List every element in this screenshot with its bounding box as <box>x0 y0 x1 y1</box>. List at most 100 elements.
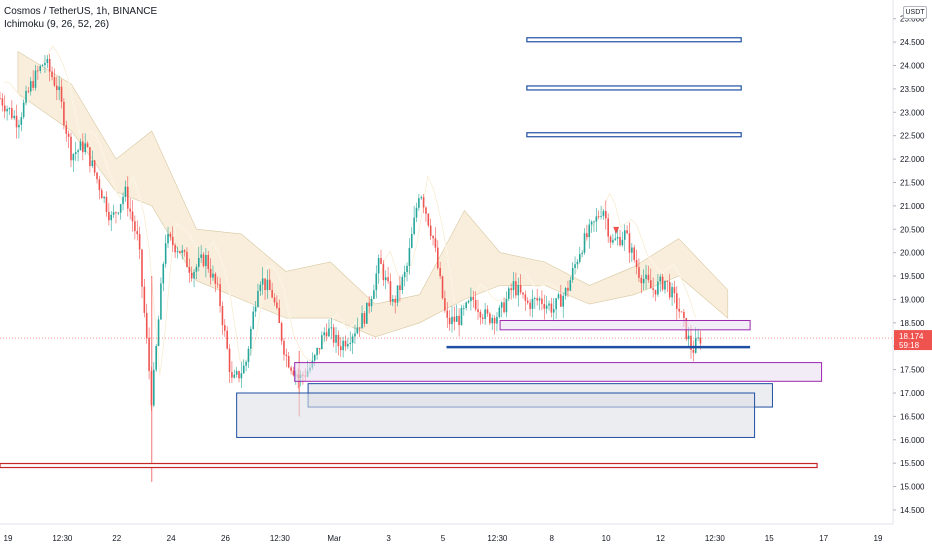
candle-body <box>453 316 456 322</box>
candle-body <box>422 197 425 208</box>
candle-body <box>399 285 401 291</box>
candle-body <box>578 254 581 262</box>
y-tick-label: 14.500 <box>900 506 925 515</box>
x-tick-label: 17 <box>819 534 828 543</box>
countdown-timer: 59:18 <box>899 341 920 350</box>
candle-body <box>216 283 219 285</box>
y-tick-label: 22.500 <box>900 132 925 141</box>
candle-body <box>164 243 167 264</box>
x-tick-label: 10 <box>602 534 611 543</box>
indicator-legend[interactable]: Ichimoku (9, 26, 52, 26) <box>4 19 110 30</box>
candle-body <box>325 332 328 337</box>
candle-body <box>652 288 654 290</box>
candle-body <box>6 109 8 112</box>
y-tick-label: 24.000 <box>900 62 925 71</box>
y-tick-label: 17.500 <box>900 366 925 375</box>
candle-body <box>500 302 503 308</box>
candle-body <box>84 143 86 153</box>
ichimoku-cloud <box>17 50 729 338</box>
currency-badge[interactable]: USDT <box>903 6 927 19</box>
candle-body <box>633 247 636 261</box>
x-tick-label: 12:30 <box>705 534 726 543</box>
candle-body <box>72 154 75 161</box>
y-tick-label: 15.500 <box>900 459 925 468</box>
candle-body <box>117 212 120 214</box>
candle-body <box>167 233 169 244</box>
support-zone <box>236 392 756 438</box>
support-zone <box>499 319 751 331</box>
candle-body <box>65 125 68 134</box>
candle-body <box>380 258 382 264</box>
horizontal-level-line <box>526 132 742 138</box>
x-tick-label: 12 <box>656 534 665 543</box>
candle-body <box>368 302 370 307</box>
candle-body <box>410 234 413 248</box>
candle-body <box>425 207 427 214</box>
candle-body <box>55 85 58 91</box>
candle-body <box>337 334 340 347</box>
candle-body <box>661 276 664 290</box>
candle-body <box>567 287 569 291</box>
y-tick-label: 16.000 <box>900 436 925 445</box>
candle-body <box>619 237 621 246</box>
candle-body <box>446 310 449 318</box>
y-tick-label: 15.000 <box>900 483 925 492</box>
candle-body <box>228 348 231 373</box>
candle-body <box>628 233 631 253</box>
candle-body <box>470 297 472 302</box>
candle-body <box>529 302 531 309</box>
candle-body <box>188 267 191 273</box>
candle-body <box>382 263 385 281</box>
candle-body <box>318 347 321 350</box>
x-tick-label: 8 <box>550 534 555 543</box>
candle-body <box>671 287 673 298</box>
candle-body <box>335 334 337 343</box>
candle-body <box>15 115 18 128</box>
candle-body <box>683 312 685 319</box>
candle-body <box>41 65 44 67</box>
candle-body <box>581 252 583 255</box>
candle-body <box>418 198 420 208</box>
candle-body <box>692 349 695 353</box>
candle-body <box>690 335 692 350</box>
candle-body <box>233 374 236 378</box>
candle-body <box>363 313 366 324</box>
candle-body <box>394 298 396 303</box>
candle-body <box>489 313 491 324</box>
candle-body <box>377 258 380 274</box>
candle-body <box>626 230 628 234</box>
candle-body <box>264 278 266 290</box>
candle-body <box>261 278 264 285</box>
candle-body <box>649 280 652 289</box>
candle-body <box>174 245 176 253</box>
y-tick-label: 18.500 <box>900 319 925 328</box>
x-tick-label: 19 <box>4 534 13 543</box>
candle-body <box>124 186 127 197</box>
candle-body <box>694 338 697 353</box>
candle-body <box>676 293 678 309</box>
candle-body <box>169 233 172 237</box>
candle-body <box>550 303 553 313</box>
candle-body <box>493 317 496 324</box>
candle-body <box>434 238 437 248</box>
candle-body <box>268 279 271 290</box>
candle-body <box>145 312 148 338</box>
candle-body <box>205 255 207 267</box>
candle-body <box>612 239 614 243</box>
candle-body <box>181 250 184 253</box>
candle-body <box>266 279 269 290</box>
candle-body <box>138 234 141 250</box>
candle-body <box>131 211 134 222</box>
candle-body <box>401 276 404 291</box>
candle-body <box>48 58 51 72</box>
candle-body <box>519 285 522 293</box>
candle-body <box>645 274 647 279</box>
candle-body <box>588 224 591 238</box>
candle-body <box>429 225 432 236</box>
price-axis <box>893 0 932 550</box>
x-tick-label: Mar <box>327 534 341 543</box>
candle-body <box>51 71 53 78</box>
x-tick-label: 19 <box>874 534 883 543</box>
candle-body <box>195 266 198 272</box>
